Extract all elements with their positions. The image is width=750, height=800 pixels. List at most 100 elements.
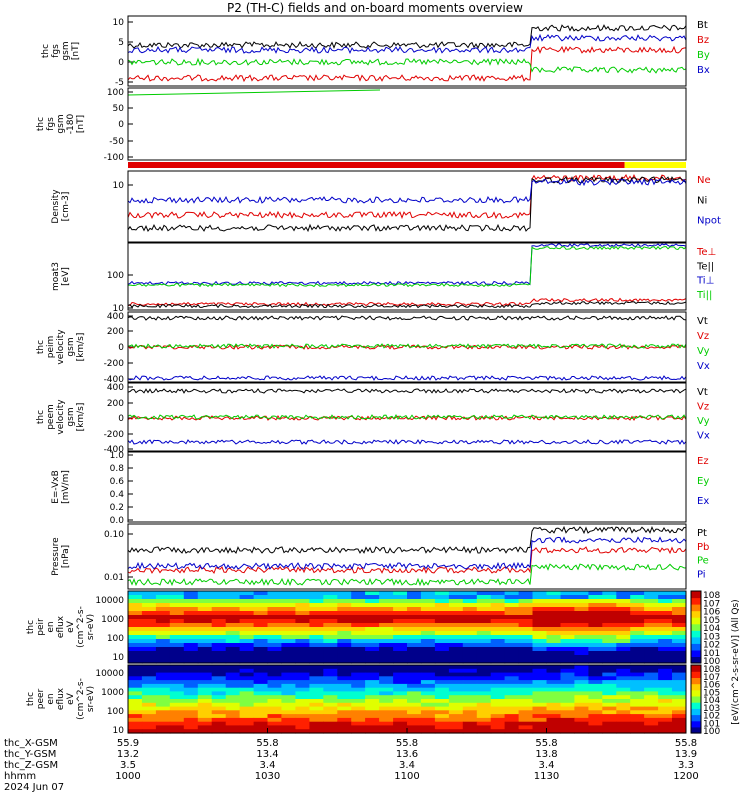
spectrogram-cell [574,631,589,636]
spectrogram-cell [504,676,520,681]
ylabel-line: moat3 [51,262,61,291]
spectrogram-cell [407,619,422,624]
spectrogram-cell [644,643,659,648]
legend-efield-0: Ez [697,456,709,467]
spectrogram-cell [476,668,492,674]
spectrogram-cell [323,631,338,636]
spectrogram-cell [588,623,603,628]
spectrogram-cell [462,721,478,727]
xrow-label-2: thc_Z-GSM [4,760,58,771]
spectrogram-cell [365,599,380,604]
spectrogram-cell [309,615,324,620]
spectrogram-cell [155,619,171,624]
spectrogram-cell [225,639,241,644]
spectrogram-cell [323,599,338,604]
colorbar-segment [691,665,701,672]
spectrogram-cell [365,680,380,685]
spectrogram-cell [169,591,185,596]
spectrogram-cell [379,659,394,664]
spectrogram-cell [588,639,603,644]
legend-pressure-2: Pe [697,556,709,567]
spectrogram-cell [407,599,422,604]
colorbar-segment [691,604,701,612]
spectrogram-cell [155,706,171,711]
spectrogram-cell [393,665,408,670]
colorbar-segment [691,695,701,703]
spectrogram-cell [281,691,296,696]
spectrogram-cell [476,659,492,664]
spectrogram-cell [309,687,324,693]
spectrogram-cell [281,680,296,685]
spectrogram-cell [239,623,255,628]
ylabel-peir: thc peir en eflux eV (cm^2-s-sr-eV) [26,606,96,648]
spectrogram-cell [225,599,241,604]
spectrogram-cell [602,619,617,624]
spectrogram-cell [546,714,561,719]
spectrogram-cell [420,687,436,693]
spectrogram-cell [323,683,338,689]
spectrogram-cell [323,702,338,708]
spectrogram-cell [379,611,394,616]
spectrogram-cell [420,655,436,660]
ylabel-fgs: thc fgs gsm [nT] [41,41,81,60]
spectrogram-cell [141,680,157,685]
spectrogram-cell [546,643,561,648]
spectrogram-cell [672,631,687,636]
spectrogram-cell [281,603,296,608]
spectrogram-cell [462,717,478,723]
spectrogram-cell [588,672,603,677]
spectrogram-cell [420,676,436,681]
spectrogram-cell [434,721,450,727]
spectrogram-cell [518,639,534,644]
spectrogram-cell [169,672,185,677]
spectrogram-cell [267,623,282,628]
spectrogram-cell [644,717,659,723]
spectrogram-cell [365,635,380,640]
spectrogram-cell [225,699,241,704]
spectrogram-cell [169,655,185,660]
spectrogram-cell [281,619,296,624]
spectrogram-cell [448,599,464,604]
spectrogram-cell [351,631,366,636]
spectrogram-cell [574,607,589,612]
spectrogram-cell [365,710,380,715]
spectrogram-cell [672,710,687,715]
spectrogram-cell [155,714,171,719]
spectrogram-cell [672,725,687,730]
spectrogram-cell [658,695,673,700]
spectrogram-cell [253,615,269,620]
spectrogram-cell [267,607,282,612]
spectrogram-cell [393,607,408,612]
spectrogram-cell [393,647,408,652]
spectrogram-cell [420,591,436,596]
colorbar-segment [691,677,701,685]
spectrogram-cell [141,615,157,620]
spectrogram-cell [337,672,352,677]
spectrogram-cell [379,683,394,689]
spectrogram-cell [462,595,478,600]
spectrogram-cell [504,607,520,612]
spectrogram-cell [602,714,617,719]
spectrogram-cell [532,687,547,693]
spectrogram-cell [462,611,478,616]
ylabel-line: en [46,621,56,632]
spectrogram-cell [239,631,255,636]
spectrogram-cell [365,631,380,636]
legend-temperature-0: Te⊥ [696,247,716,258]
spectrogram-cell [253,706,269,711]
spectrogram-cell [337,623,352,628]
spectrogram-cell [560,623,575,628]
spectrogram-cell [169,643,185,648]
spectrogram-cell [407,668,422,674]
spectrogram-cell [560,591,575,596]
spectrogram-cell [169,687,185,693]
spectrogram-cell [267,706,282,711]
spectrogram-cell [323,672,338,677]
spectrogram-cell [672,699,687,704]
spectrogram-cell [351,721,366,727]
colorbar-tick: 106 [703,608,720,618]
spectrogram-cell [658,595,673,600]
spectrogram-cell [448,623,464,628]
spectrogram-cell [462,603,478,608]
